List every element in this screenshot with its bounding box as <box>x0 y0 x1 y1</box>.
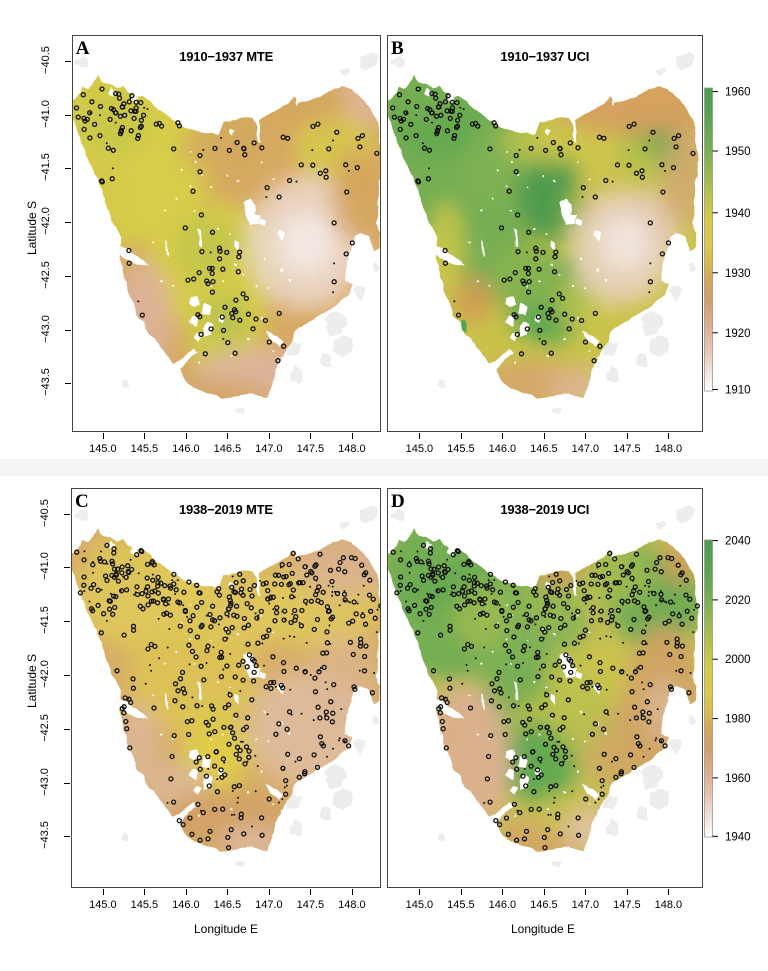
svg-text:1940: 1940 <box>725 208 751 220</box>
svg-text:2040: 2040 <box>725 536 751 548</box>
svg-text:1940: 1940 <box>725 832 751 844</box>
svg-text:1930: 1930 <box>725 268 751 280</box>
svg-text:1960: 1960 <box>725 773 751 785</box>
svg-text:1960: 1960 <box>725 87 751 99</box>
svg-text:1980: 1980 <box>725 714 751 726</box>
svg-text:1950: 1950 <box>725 146 751 158</box>
svg-text:2000: 2000 <box>725 655 751 667</box>
svg-text:1920: 1920 <box>725 328 751 340</box>
svg-text:2020: 2020 <box>725 595 751 607</box>
svg-text:1910: 1910 <box>725 385 751 397</box>
